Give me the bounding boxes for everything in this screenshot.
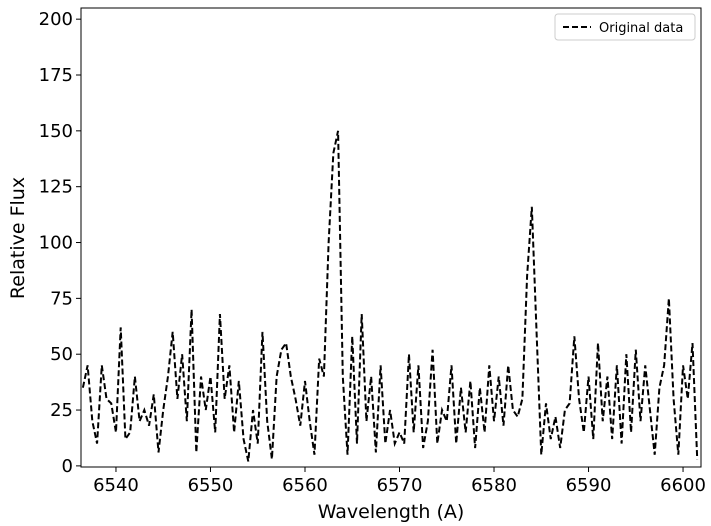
y-tick-label: 100 [39,233,73,254]
x-tick-label: 6600 [660,475,706,496]
legend-label: Original data [599,21,683,36]
y-tick-label: 25 [50,400,73,421]
x-tick-label: 6550 [188,475,234,496]
y-tick-label: 50 [50,344,73,365]
y-tick-label: 200 [39,9,73,30]
legend-box [554,13,696,41]
x-tick-label: 6560 [282,475,328,496]
y-tick-label: 125 [39,177,73,198]
x-tick-label: 6570 [377,475,423,496]
x-tick-label: 6590 [566,475,612,496]
y-tick-label: 175 [39,65,73,86]
x-tick-label: 6540 [93,475,139,496]
y-tick-label: 0 [62,456,73,477]
y-axis-label: Relative Flux [7,177,29,299]
y-tick-label: 150 [39,121,73,142]
y-tick-label: 75 [50,288,73,309]
x-tick-label: 6580 [471,475,517,496]
data-line [81,130,699,462]
x-axis-label: Wavelength (A) [318,501,465,523]
plot-frame [80,7,702,468]
